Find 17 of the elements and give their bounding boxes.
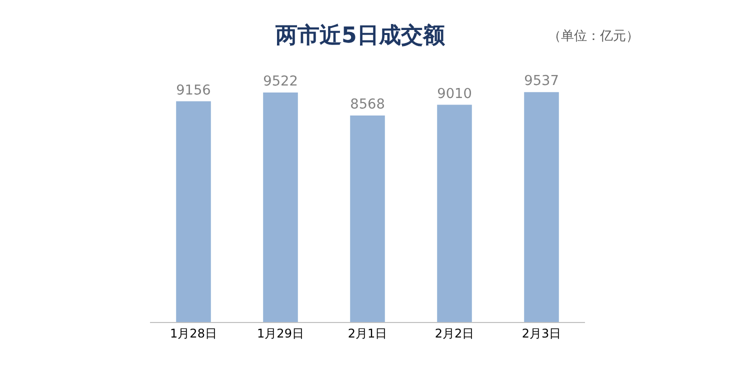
chart-title: 两市近5日成交额 bbox=[274, 22, 446, 48]
x-tick-label: 2月3日 bbox=[522, 326, 562, 340]
bar bbox=[524, 92, 559, 322]
data-label: 8568 bbox=[350, 96, 385, 113]
chart-subtitle: （单位：亿元） bbox=[548, 29, 639, 44]
x-tick-label: 1月29日 bbox=[257, 326, 304, 340]
data-label: 9522 bbox=[263, 74, 298, 90]
x-tick-label: 1月28日 bbox=[170, 326, 217, 340]
x-tick-label: 2月1日 bbox=[348, 326, 388, 340]
bar bbox=[437, 104, 472, 322]
bar bbox=[350, 115, 385, 322]
bar bbox=[176, 101, 211, 322]
x-tick-label: 2月2日 bbox=[434, 326, 474, 340]
data-label: 9156 bbox=[176, 82, 211, 98]
bar bbox=[263, 92, 298, 322]
data-label: 9010 bbox=[437, 86, 472, 102]
data-label: 9537 bbox=[524, 73, 559, 90]
